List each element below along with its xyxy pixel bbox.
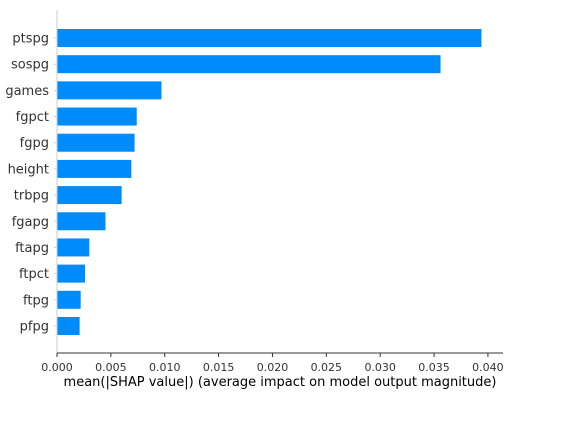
y-tick-label-pfpg: pfpg (20, 319, 49, 334)
bar-pfpg (57, 316, 80, 335)
x-tick-label: 0.020 (257, 361, 289, 374)
x-tick-label: 0.035 (418, 361, 450, 374)
x-tick-label: 0.010 (149, 361, 181, 374)
y-tick-label-games: games (5, 84, 49, 99)
x-tick-label: 0.025 (311, 361, 343, 374)
y-tick-label-fgpg: fgpg (20, 136, 49, 151)
y-tick-label-height: height (8, 162, 49, 177)
bar-ftpg (57, 290, 81, 309)
bar-height (57, 159, 132, 178)
y-tick-label-fgpct: fgpct (16, 110, 49, 125)
y-tick-label-fgapg: fgapg (12, 215, 49, 230)
bar-fgapg (57, 212, 106, 231)
x-tick-label: 0.030 (364, 361, 396, 374)
y-tick-label-ftpg: ftpg (23, 293, 49, 308)
bar-fgpct (57, 107, 137, 126)
bar-games (57, 81, 162, 100)
y-tick-label-ptspg: ptspg (12, 32, 49, 47)
y-tick-label-trbpg: trbpg (14, 189, 49, 204)
x-tick-label: 0.005 (95, 361, 127, 374)
bar-fgpg (57, 133, 135, 152)
bar-ftpct (57, 264, 86, 283)
x-axis-title: mean(|SHAP value|) (average impact on mo… (64, 375, 497, 390)
bar-ptspg (57, 29, 482, 47)
x-tick-label: 0.040 (472, 361, 504, 374)
bar-sospg (57, 55, 441, 74)
axes-layer: ptspg sospg games fgpct fgpg height trbpg fgapg… (5, 10, 504, 374)
y-tick-label-ftpct: ftpct (19, 267, 49, 282)
x-tick-label: 0.000 (41, 361, 73, 374)
y-tick-label-sospg: sospg (11, 58, 49, 73)
y-tick-label-ftapg: ftapg (15, 241, 49, 256)
bars-layer (57, 29, 482, 335)
bar-trbpg (57, 186, 122, 205)
x-tick-label: 0.015 (203, 361, 235, 374)
bar-ftapg (57, 238, 90, 257)
